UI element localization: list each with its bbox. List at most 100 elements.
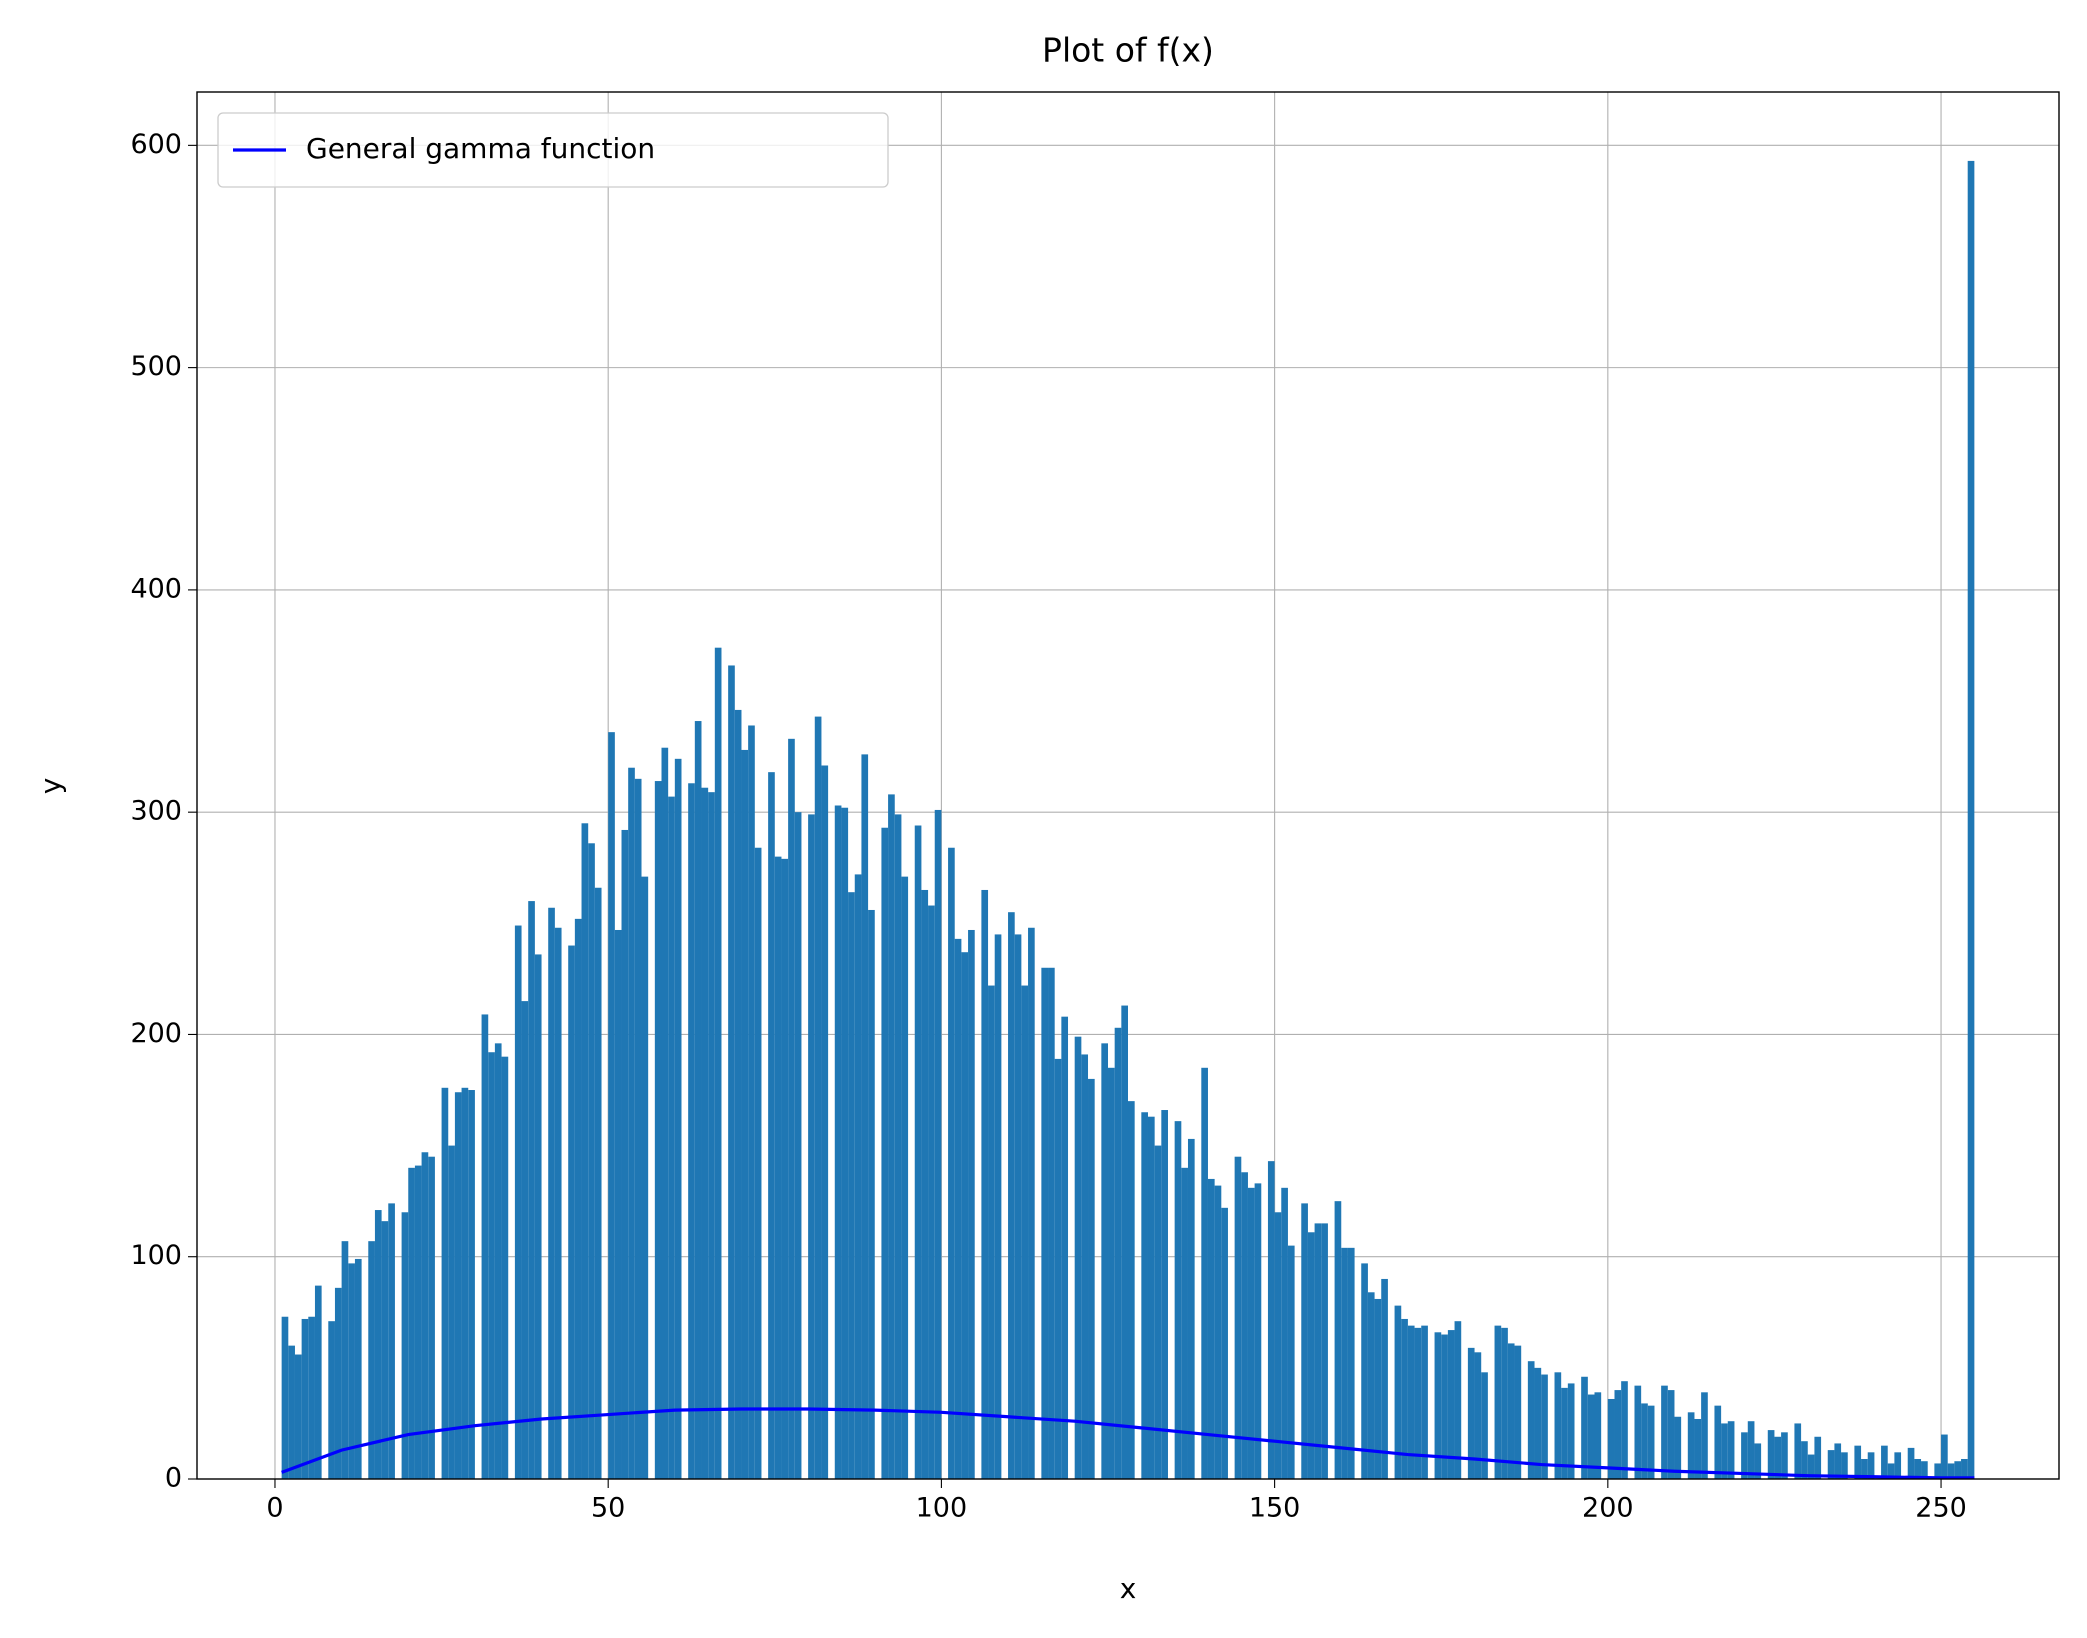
histogram-bar: [921, 889, 929, 1479]
histogram-bar: [341, 1241, 349, 1479]
histogram-bar: [1367, 1292, 1375, 1479]
histogram-bar: [1048, 967, 1055, 1479]
histogram-bar: [1108, 1067, 1115, 1479]
histogram-bar: [1174, 1121, 1182, 1479]
histogram-bar: [1621, 1381, 1628, 1479]
histogram-bar: [774, 856, 782, 1479]
histogram-bar: [1101, 1043, 1109, 1479]
histogram-bar: [1061, 1016, 1069, 1479]
plot-frame: [196, 91, 2060, 1480]
legend: General gamma function: [217, 112, 889, 188]
histogram-bar: [1774, 1436, 1782, 1479]
histogram-bar: [668, 796, 675, 1479]
histogram-bar: [834, 805, 842, 1479]
histogram-bar: [581, 823, 589, 1479]
histogram-bar: [1447, 1330, 1455, 1479]
histogram-bar: [448, 1145, 455, 1479]
histogram-bar: [1754, 1443, 1762, 1479]
histogram-bar: [1921, 1461, 1928, 1479]
histogram-bar: [514, 925, 522, 1479]
histogram-bar: [1721, 1423, 1728, 1479]
histogram-bar: [1854, 1445, 1862, 1479]
histogram-bar: [688, 783, 695, 1479]
histogram-bar: [808, 814, 815, 1479]
histogram-bar: [468, 1090, 475, 1479]
histogram-bar: [1267, 1161, 1275, 1479]
histogram-bar: [1474, 1352, 1482, 1479]
histogram-bar: [1021, 985, 1029, 1479]
histogram-bar: [728, 665, 735, 1479]
histogram-bar: [1041, 967, 1049, 1479]
histogram-bar: [674, 758, 682, 1479]
histogram-bar: [661, 747, 669, 1479]
histogram-bar: [608, 732, 615, 1479]
histogram-bar: [1008, 912, 1015, 1479]
histogram-bar: [1421, 1325, 1428, 1479]
histogram-bar: [1128, 1101, 1135, 1479]
histogram-bar: [461, 1087, 469, 1479]
histogram-bar: [788, 738, 795, 1479]
histogram-bar: [1867, 1452, 1875, 1479]
histogram-bar: [1434, 1332, 1442, 1479]
histogram-bar: [1641, 1403, 1648, 1479]
histogram-bar: [1507, 1343, 1515, 1479]
histogram-bar: [1674, 1416, 1682, 1479]
histogram-bar: [548, 907, 555, 1479]
histogram-bar: [414, 1165, 422, 1479]
legend-box: [217, 112, 889, 188]
histogram-bar: [1561, 1387, 1568, 1479]
x-tick-label: 0: [266, 1493, 283, 1524]
histogram-bar: [888, 794, 895, 1479]
histogram-bar: [1314, 1223, 1322, 1479]
histogram-bar: [1934, 1463, 1942, 1479]
line: [281, 1407, 1975, 1480]
x-tick-label: 250: [1915, 1493, 1967, 1524]
histogram-bar: [641, 876, 649, 1479]
histogram-bar: [1807, 1454, 1815, 1479]
histogram-bar: [1914, 1458, 1922, 1479]
histogram-bar: [1181, 1167, 1188, 1479]
histogram-bar: [354, 1258, 362, 1479]
histogram-bar: [1207, 1178, 1215, 1479]
histogram-bar: [1801, 1441, 1808, 1479]
histogram-bar: [621, 829, 629, 1479]
legend-label: General gamma function: [306, 132, 655, 165]
histogram-bar: [1514, 1345, 1522, 1479]
histogram-bar: [1287, 1245, 1295, 1479]
histogram-bar: [1907, 1447, 1915, 1479]
histogram-bar: [841, 807, 849, 1479]
histogram-bar: [1201, 1067, 1208, 1479]
histogram-bar: [1081, 1054, 1089, 1479]
histogram-bar: [1587, 1394, 1595, 1479]
histogram-bar: [388, 1203, 395, 1479]
histogram-bar: [628, 767, 635, 1479]
histogram-bar: [928, 905, 935, 1479]
histogram-bar: [1187, 1138, 1195, 1479]
histogram-bar: [521, 1001, 529, 1479]
histogram-bar: [428, 1156, 435, 1479]
histogram-bar: [294, 1354, 302, 1479]
histogram-bar: [694, 721, 702, 1479]
y-tick-label: 200: [130, 1018, 182, 1049]
histogram-bar: [988, 985, 995, 1479]
histogram-bar: [768, 772, 775, 1479]
histogram-bar: [1527, 1361, 1535, 1479]
histogram-bar: [1781, 1432, 1788, 1479]
histogram-bar: [374, 1210, 382, 1479]
histogram-bar: [1594, 1392, 1602, 1479]
histogram-bar: [401, 1212, 409, 1479]
histogram-bar: [1827, 1450, 1835, 1479]
histogram-bar: [501, 1056, 509, 1479]
histogram-bar: [848, 892, 855, 1479]
histogram-bar: [1114, 1027, 1122, 1479]
histogram-bar: [654, 781, 662, 1479]
histogram-bar: [1701, 1392, 1708, 1479]
histogram-bar: [1961, 1458, 1968, 1479]
histogram-bar: [914, 825, 922, 1479]
histogram-bar: [441, 1087, 449, 1479]
histogram-bar: [1667, 1390, 1675, 1479]
histogram-bar: [854, 874, 862, 1479]
histogram-bar: [1481, 1372, 1488, 1479]
histogram-bar: [381, 1221, 389, 1479]
